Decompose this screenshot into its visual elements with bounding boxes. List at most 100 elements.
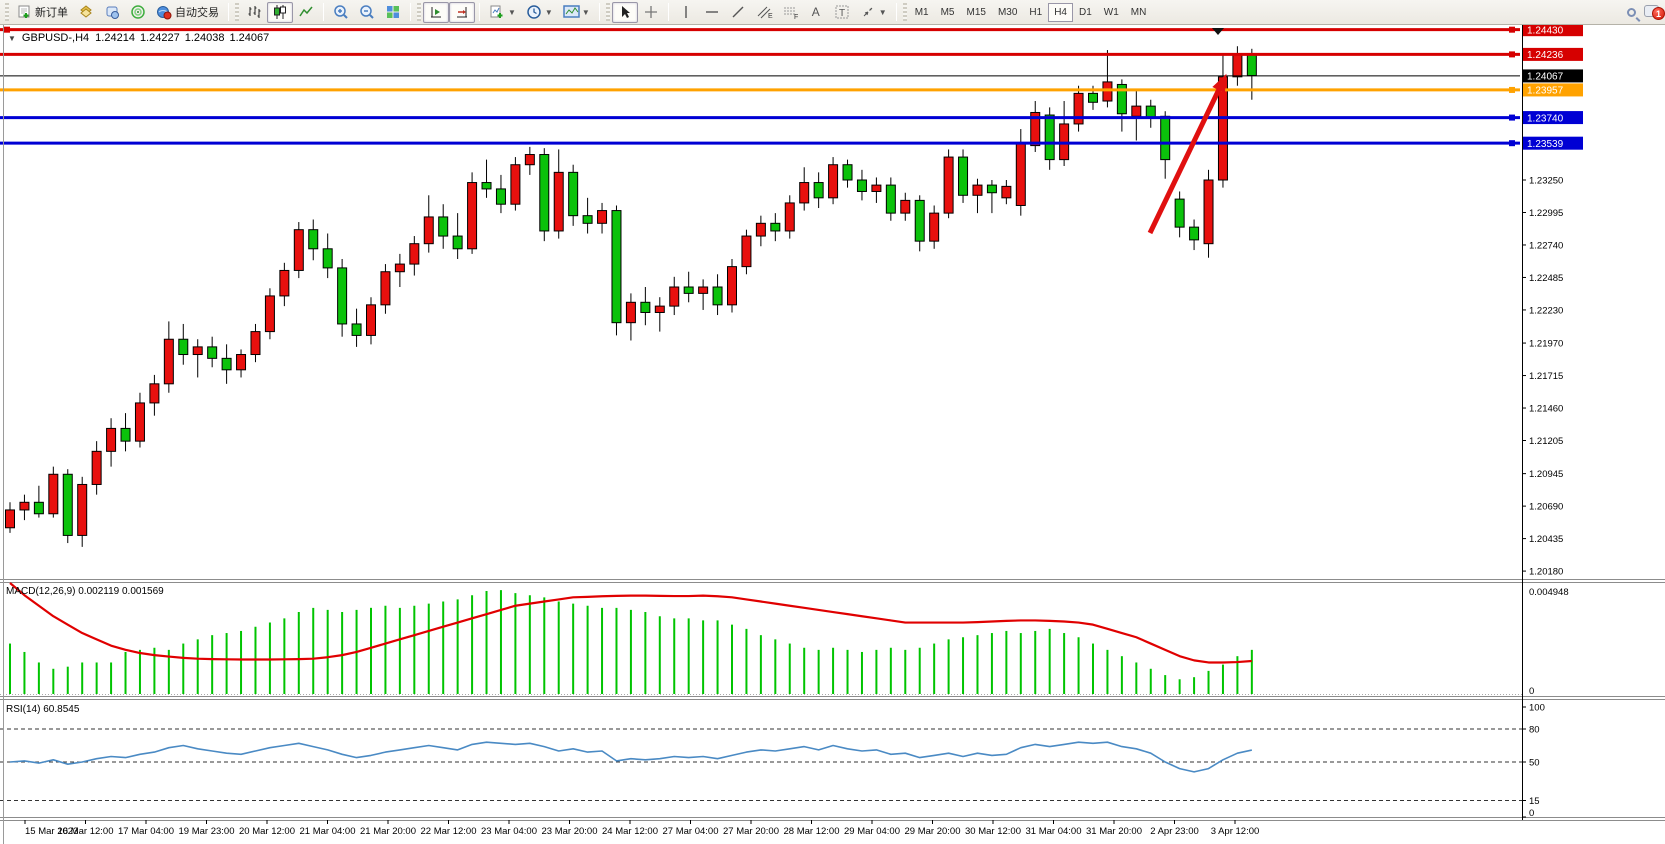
price-tick-label: 1.21460 bbox=[1529, 404, 1563, 415]
timeframe-d1-button[interactable]: D1 bbox=[1079, 6, 1092, 18]
data-window-button[interactable] bbox=[99, 2, 125, 23]
time-axis-label: 27 Mar 20:00 bbox=[723, 826, 779, 837]
timeframe-group: M1 M5 M15 M30 H1 H4 D1 W1 MN bbox=[909, 2, 1153, 22]
chevron-down-icon[interactable]: ▼ bbox=[8, 33, 16, 43]
time-axis-label: 24 Mar 12:00 bbox=[602, 826, 658, 837]
zoom-in-icon bbox=[333, 4, 349, 20]
macd-scale-max: 0.004948 bbox=[1529, 587, 1569, 598]
crosshair-button[interactable] bbox=[638, 2, 664, 23]
zoom-out-button[interactable] bbox=[354, 2, 380, 23]
zoom-in-button[interactable] bbox=[328, 2, 354, 23]
search-icon[interactable] bbox=[1627, 8, 1636, 17]
signals-button[interactable] bbox=[125, 2, 151, 23]
time-axis-label: 23 Mar 04:00 bbox=[481, 826, 537, 837]
timeframe-m5-button[interactable]: M5 bbox=[940, 6, 955, 18]
timeframe-mn-button[interactable]: MN bbox=[1130, 6, 1147, 18]
arrows-button[interactable]: ▼ bbox=[855, 2, 892, 23]
level-price-tag: 1.23740 bbox=[1527, 113, 1564, 124]
timeframe-m15-button[interactable]: M15 bbox=[966, 6, 986, 18]
cursor-button[interactable] bbox=[611, 1, 638, 23]
separator bbox=[479, 3, 480, 21]
price-tick-label: 1.20690 bbox=[1529, 502, 1563, 513]
price-tick-label: 1.22740 bbox=[1529, 240, 1563, 251]
candlestick-chart-icon bbox=[272, 4, 288, 20]
price-chart-canvas[interactable]: 1.23250 1.22995 1.22740 1.22485 1.22230 1.219… bbox=[0, 25, 1665, 844]
price-tick-label: 1.21205 bbox=[1529, 436, 1563, 447]
time-axis-label: 31 Mar 20:00 bbox=[1086, 826, 1142, 837]
timeframe-m1-button[interactable]: M1 bbox=[914, 6, 929, 18]
template-icon bbox=[563, 4, 580, 20]
rsi-scale-label: 50 bbox=[1529, 758, 1540, 769]
time-axis-label: 31 Mar 04:00 bbox=[1026, 826, 1082, 837]
candlestick-chart-button[interactable] bbox=[267, 1, 293, 23]
vertical-line-button[interactable] bbox=[673, 2, 699, 23]
timeframe-h4-button[interactable]: H4 bbox=[1048, 2, 1073, 22]
bar-chart-button[interactable] bbox=[241, 2, 267, 23]
trendline-button[interactable] bbox=[725, 2, 751, 23]
price-tick-label: 1.20945 bbox=[1529, 469, 1563, 480]
new-order-label: 新订单 bbox=[35, 7, 68, 19]
period-button[interactable]: ▼ bbox=[521, 2, 558, 23]
toolbar-grip[interactable] bbox=[5, 3, 9, 21]
price-tick-label: 1.22995 bbox=[1529, 208, 1563, 219]
tile-windows-button[interactable] bbox=[380, 2, 406, 23]
auto-scroll-button[interactable] bbox=[423, 1, 449, 23]
level-price-tag: 1.24430 bbox=[1527, 25, 1564, 36]
time-axis-label: 20 Mar 12:00 bbox=[239, 826, 295, 837]
crosshair-icon bbox=[643, 4, 659, 20]
fibonacci-button[interactable]: F bbox=[777, 2, 803, 23]
chart-window[interactable]: ▼ GBPUSD-,H4 1.24214 1.24227 1.24038 1.2… bbox=[0, 25, 1665, 844]
chart-shift-button[interactable] bbox=[449, 1, 475, 23]
toolbar-grip[interactable] bbox=[235, 3, 239, 21]
time-axis-label: 28 Mar 12:00 bbox=[784, 826, 840, 837]
auto-trading-icon bbox=[156, 4, 172, 20]
timeframe-m30-button[interactable]: M30 bbox=[997, 6, 1018, 18]
cursor-icon bbox=[617, 4, 633, 20]
toolbar-grip[interactable] bbox=[417, 3, 421, 21]
price-tick-label: 1.21970 bbox=[1529, 339, 1563, 350]
separator bbox=[598, 3, 600, 21]
line-chart-button[interactable] bbox=[293, 2, 319, 23]
rsi-scale-label: 0 bbox=[1529, 808, 1534, 819]
new-order-icon bbox=[16, 4, 32, 20]
macd-indicator-label: MACD(12,26,9) 0.002119 0.001569 bbox=[6, 586, 164, 597]
text-icon: A bbox=[811, 5, 820, 19]
auto-trading-button[interactable]: 自动交易 bbox=[151, 2, 224, 23]
template-button[interactable]: ▼ bbox=[558, 2, 595, 23]
rsi-scale-label: 100 bbox=[1529, 703, 1545, 714]
timeframe-w1-button[interactable]: W1 bbox=[1103, 6, 1119, 18]
time-axis-label: 27 Mar 04:00 bbox=[663, 826, 719, 837]
market-watch-button[interactable] bbox=[73, 2, 99, 23]
price-tick-label: 1.20180 bbox=[1529, 567, 1563, 578]
time-axis-label: 22 Mar 12:00 bbox=[421, 826, 477, 837]
ohlc-close: 1.24067 bbox=[229, 32, 270, 44]
rsi-indicator-label: RSI(14) 60.8545 bbox=[6, 704, 80, 715]
separator bbox=[228, 3, 229, 21]
level-price-tag: 1.23957 bbox=[1527, 86, 1564, 97]
auto-scroll-icon bbox=[428, 4, 444, 20]
toolbar-grip[interactable] bbox=[902, 3, 907, 21]
dropdown-caret: ▼ bbox=[544, 7, 553, 17]
text-button[interactable]: A bbox=[803, 2, 829, 23]
time-axis-label: 17 Mar 04:00 bbox=[118, 826, 174, 837]
toolbar-grip[interactable] bbox=[605, 3, 610, 21]
horizontal-line-button[interactable] bbox=[699, 2, 725, 23]
text-label-button[interactable]: T bbox=[829, 2, 855, 23]
arrows-icon bbox=[860, 4, 876, 20]
dropdown-caret: ▼ bbox=[508, 7, 516, 17]
new-order-button[interactable]: 新订单 bbox=[11, 2, 73, 23]
price-tick-label: 1.21715 bbox=[1529, 371, 1563, 382]
timeframe-h1-button[interactable]: H1 bbox=[1029, 6, 1043, 18]
time-axis-label: 3 Apr 12:00 bbox=[1211, 826, 1260, 837]
notifications-button[interactable]: 1 bbox=[1644, 5, 1665, 20]
equidistant-channel-button[interactable]: E bbox=[751, 2, 777, 23]
notification-badge: 1 bbox=[1652, 7, 1665, 20]
time-axis-label: 21 Mar 04:00 bbox=[300, 826, 356, 837]
time-axis-label: 21 Mar 20:00 bbox=[360, 826, 416, 837]
trendline-icon bbox=[730, 4, 746, 20]
ohlc-low: 1.24038 bbox=[184, 32, 225, 44]
time-axis-label: 2 Apr 23:00 bbox=[1150, 826, 1199, 837]
zoom-out-icon bbox=[359, 4, 375, 20]
add-indicator-button[interactable]: ▼ bbox=[484, 2, 521, 23]
svg-text:F: F bbox=[794, 14, 798, 20]
